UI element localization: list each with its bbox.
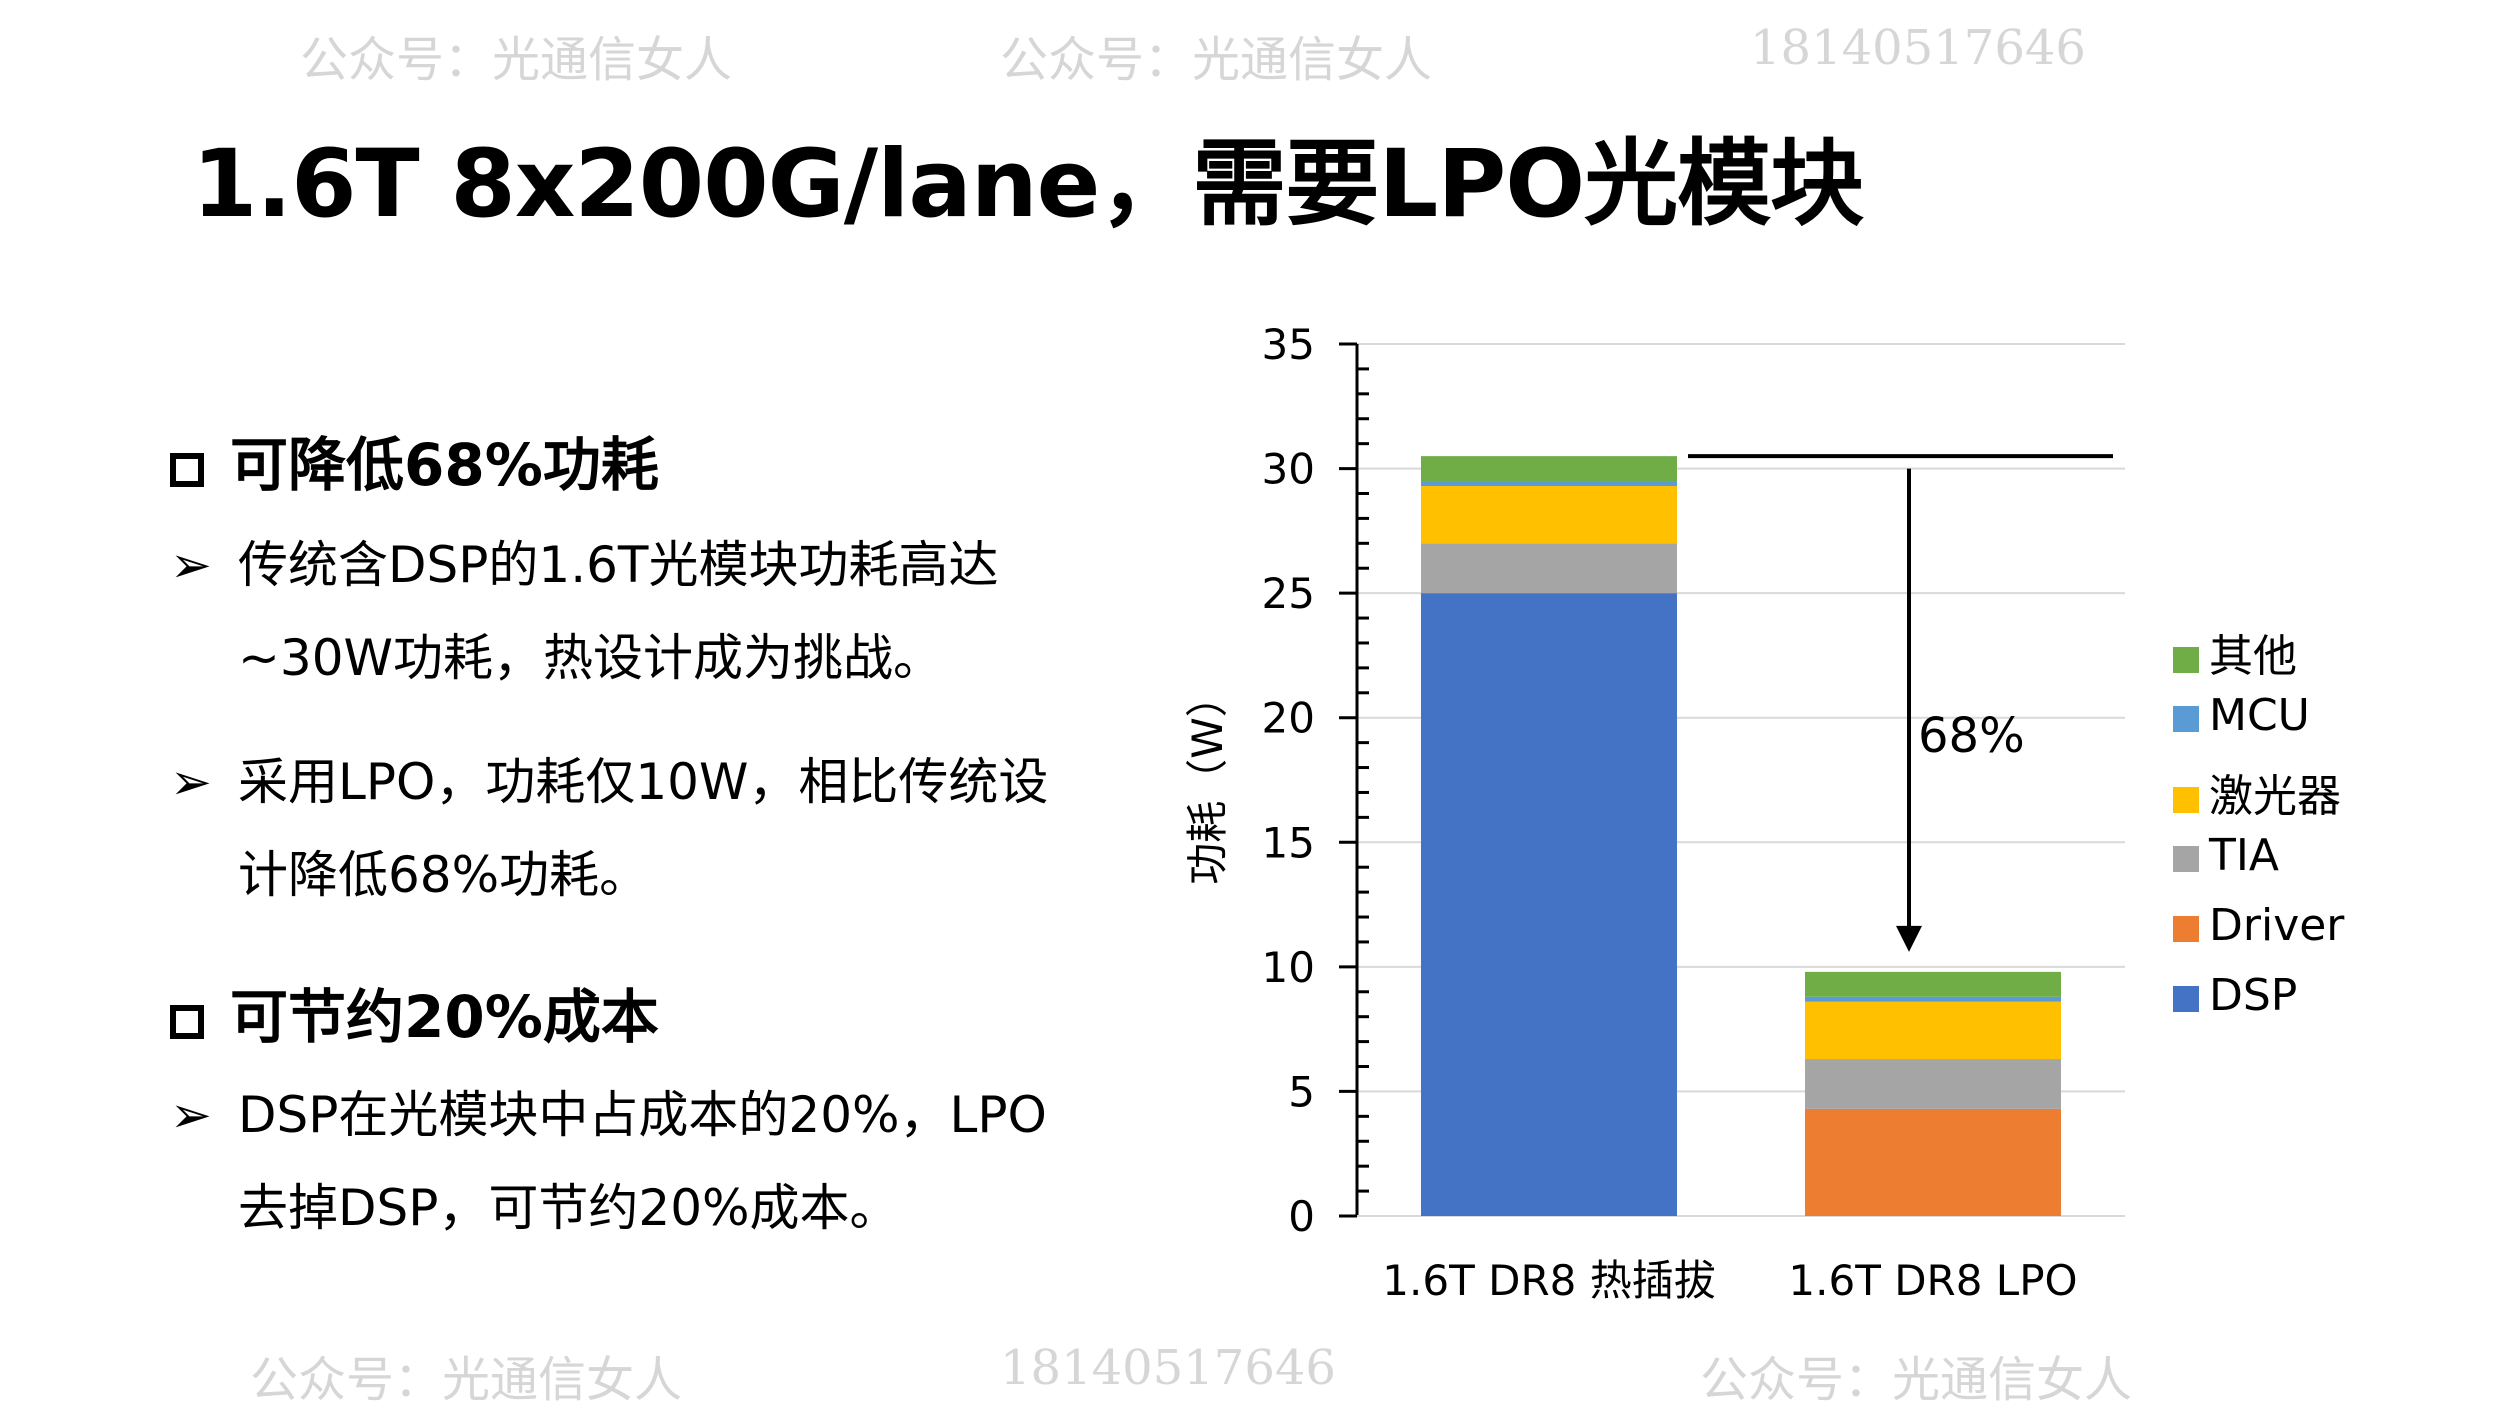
bullet-item: ➢ 采用LPO，功耗仅10W，相比传统设 <box>170 742 1048 814</box>
bar-segment-DSP <box>1421 593 1677 1216</box>
x-tick-label: 1.6T DR8 LPO <box>1788 1256 2077 1305</box>
bar-segment-其他 <box>1805 971 2061 997</box>
checkbox-square-icon <box>170 453 204 487</box>
legend-label: MCU <box>2209 690 2310 741</box>
legend-swatch-icon <box>2173 916 2199 942</box>
arrow-bullet-icon: ➢ <box>170 536 212 594</box>
legend-item: DSP <box>2173 970 2297 1021</box>
legend-item: Driver <box>2173 900 2344 951</box>
y-tick-label: 15 <box>1262 818 1315 867</box>
bullet-text: DSP在光模块中占成本的20%，LPO <box>238 1086 1047 1144</box>
legend-item: 其他 <box>2173 620 2297 684</box>
heading-text: 可降低68%功耗 <box>230 431 659 499</box>
section-heading-cost: 可节约20%成本 <box>170 970 659 1054</box>
bullet-item: ➢ DSP在光模块中占成本的20%，LPO <box>170 1075 1047 1147</box>
bar-segment-TIA <box>1421 543 1677 594</box>
y-tick-label: 10 <box>1262 943 1315 992</box>
bar-segment-MCU <box>1421 481 1677 487</box>
page-title: 1.6T 8x200G/lane，需要LPO光模块 <box>192 130 1864 239</box>
bullet-continuation: 去掉DSP，可节约20%成本。 <box>238 1179 900 1237</box>
legend-item: TIA <box>2173 830 2279 881</box>
legend-swatch-icon <box>2173 706 2199 732</box>
y-tick-label: 35 <box>1262 320 1315 369</box>
bar-segment-Driver <box>1805 1108 2061 1216</box>
bullet-item: ➢ 传统含DSP的1.6T光模块功耗高达 <box>170 525 998 597</box>
section-heading-power: 可降低68%功耗 <box>170 418 659 502</box>
y-tick-label: 30 <box>1262 445 1315 494</box>
y-axis-label: 功耗（W） <box>1183 675 1232 885</box>
bullet-text: 采用LPO，功耗仅10W，相比传统设 <box>238 753 1049 811</box>
legend-item: 激光器 <box>2173 760 2341 824</box>
y-tick-label: 0 <box>1288 1192 1315 1241</box>
arrow-head-icon <box>1896 925 1922 952</box>
bullet-continuation: ~30W功耗，热设计成为挑战。 <box>238 629 943 687</box>
bar-segment-激光器 <box>1805 1001 2061 1060</box>
legend-swatch-icon <box>2173 986 2199 1012</box>
bar-segment-激光器 <box>1421 486 1677 544</box>
bar-segment-其他 <box>1421 456 1677 482</box>
legend-label: 激光器 <box>2209 771 2341 822</box>
checkbox-square-icon <box>170 1005 204 1039</box>
y-tick-label: 25 <box>1262 569 1315 618</box>
bar-segment-MCU <box>1805 996 2061 1002</box>
legend-label: TIA <box>2209 830 2279 881</box>
legend-item: MCU <box>2173 690 2310 741</box>
reduction-annotation: 68% <box>1918 708 2025 764</box>
heading-text: 可节约20%成本 <box>230 983 659 1051</box>
legend-label: DSP <box>2209 970 2298 1021</box>
bullet-continuation: 计降低68%功耗。 <box>238 846 650 904</box>
legend-label: 其他 <box>2209 631 2297 682</box>
x-tick-label: 1.6T DR8 热插拔 <box>1382 1256 1715 1305</box>
y-tick-label: 5 <box>1288 1067 1315 1116</box>
legend-label: Driver <box>2209 900 2345 951</box>
arrow-bullet-icon: ➢ <box>170 753 212 811</box>
bar-segment-TIA <box>1805 1059 2061 1109</box>
legend-swatch-icon <box>2173 846 2199 872</box>
legend-swatch-icon <box>2173 787 2199 813</box>
arrow-bullet-icon: ➢ <box>170 1086 212 1144</box>
y-tick-label: 20 <box>1262 694 1315 743</box>
legend-swatch-icon <box>2173 647 2199 673</box>
bullet-text: 传统含DSP的1.6T光模块功耗高达 <box>238 536 999 594</box>
